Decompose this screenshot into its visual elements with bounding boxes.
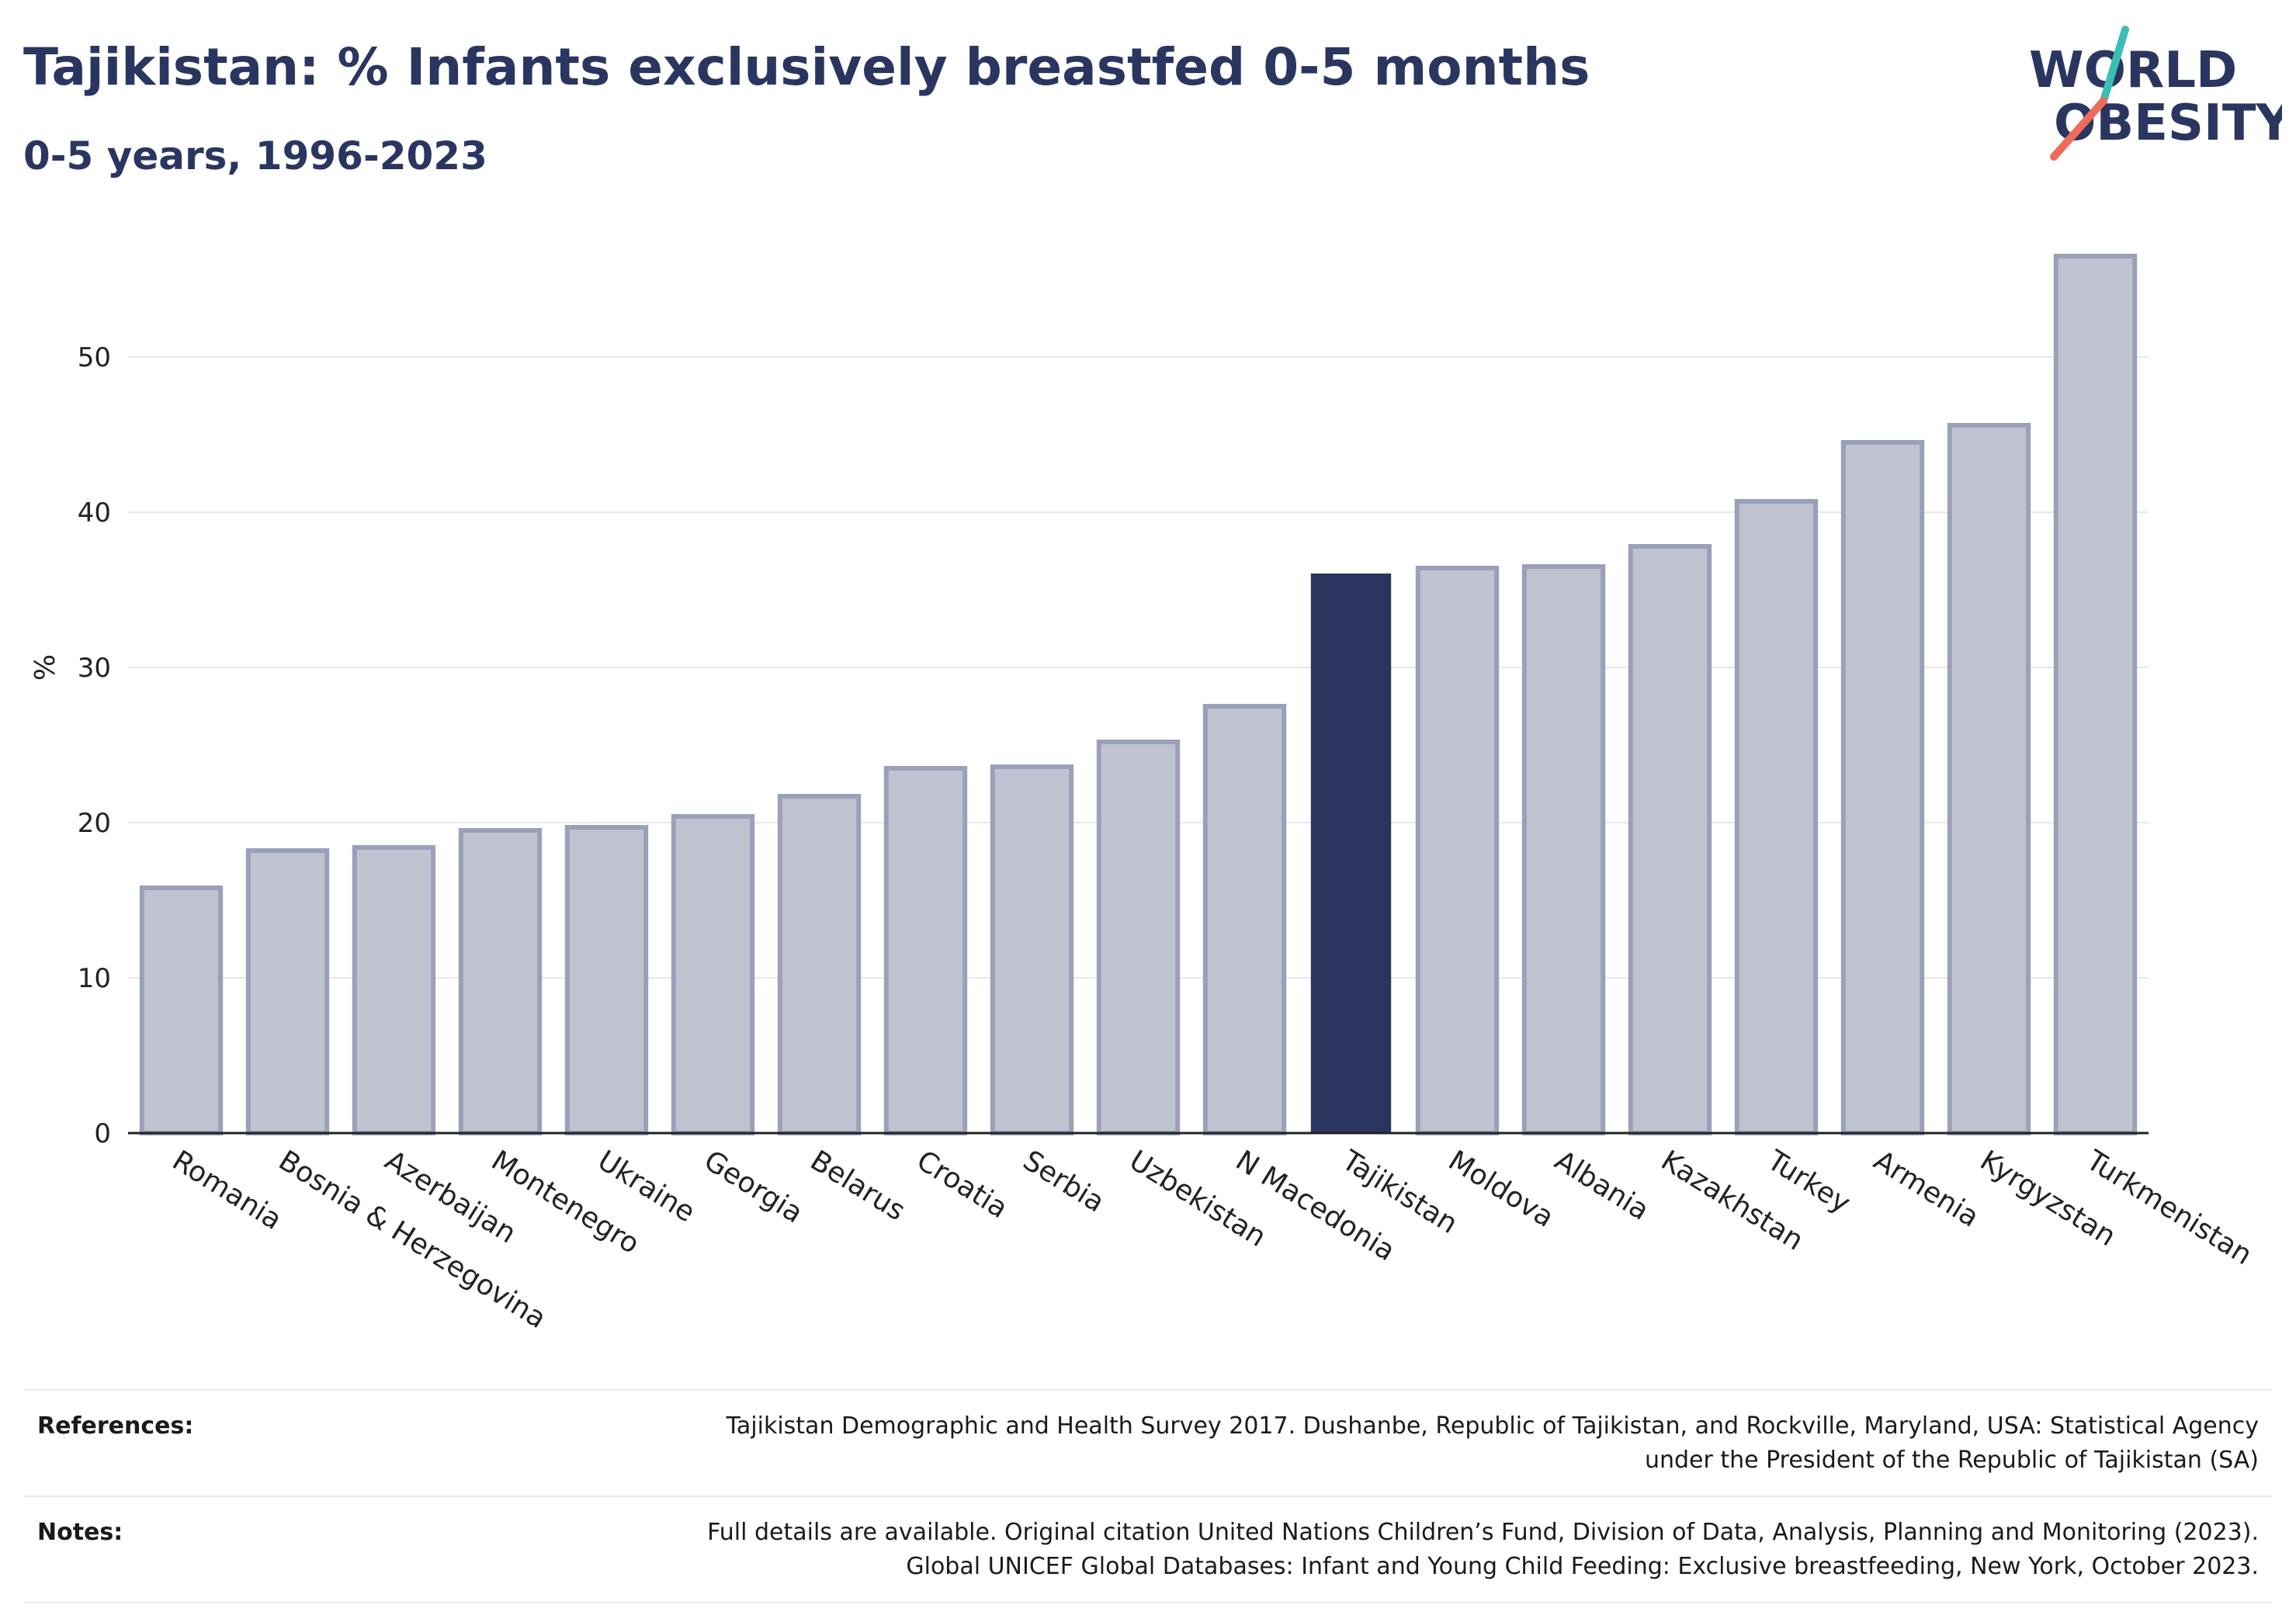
bar-ukraine: [564, 825, 649, 1135]
references-label: References:: [37, 1412, 194, 1440]
x-tick-label: Moldova: [1443, 1145, 1559, 1234]
bar-moldova: [1415, 566, 1500, 1135]
x-tick-label: Turkmenistan: [2080, 1144, 2257, 1271]
x-tick-label: Serbia: [1018, 1145, 1110, 1219]
notes-text-line1: Full details are available. Original cit…: [707, 1519, 2259, 1546]
x-tick-label: Albania: [1549, 1145, 1655, 1227]
notes-label: Notes:: [37, 1519, 123, 1546]
references-text-line2: under the President of the Republic of T…: [1644, 1446, 2259, 1474]
world-obesity-logo: WORLD OBESITY: [2029, 26, 2282, 161]
notes-row: Notes: Full details are available. Origi…: [23, 1496, 2273, 1603]
chart-title: Tajikistan: % Infants exclusively breast…: [23, 37, 1590, 97]
y-tick-label: 50: [78, 342, 111, 373]
y-tick-label: 40: [78, 497, 111, 529]
x-tick-label: Belarus: [805, 1145, 910, 1227]
notes-text-line2: Global UNICEF Global Databases: Infant a…: [906, 1552, 2259, 1580]
y-tick-label: 20: [78, 808, 111, 839]
logo-text-world: WORLD: [2029, 42, 2237, 99]
bar-montenegro: [458, 828, 543, 1135]
references-table: References: Tajikistan Demographic and H…: [23, 1389, 2273, 1603]
bar-belarus: [777, 794, 862, 1135]
y-tick-label: 10: [78, 963, 111, 994]
references-row: References: Tajikistan Demographic and H…: [23, 1390, 2273, 1496]
logo-slash-teal: [2100, 26, 2129, 105]
chart-subtitle: 0-5 years, 1996-2023: [23, 133, 487, 178]
x-tick-label: Georgia: [699, 1145, 808, 1230]
bar-bosnia-herzegovina: [245, 848, 330, 1135]
y-axis-label: %: [29, 654, 61, 681]
x-tick-label: Armenia: [1868, 1145, 1985, 1234]
x-tick-label: Romania: [167, 1145, 287, 1236]
references-text-line1: Tajikistan Demographic and Health Survey…: [726, 1412, 2259, 1440]
bar-azerbaijan: [352, 845, 436, 1135]
bar-uzbekistan: [1096, 740, 1181, 1135]
references-text: Tajikistan Demographic and Health Survey…: [377, 1390, 2273, 1496]
y-tick-label: 0: [94, 1118, 111, 1149]
bar-romania: [139, 886, 224, 1135]
bar-serbia: [990, 764, 1074, 1135]
bar-kazakhstan: [1628, 544, 1712, 1135]
bar-croatia: [883, 766, 968, 1135]
bar-armenia: [1840, 440, 1925, 1135]
bar-kyrgyzstan: [1947, 423, 2031, 1135]
bar-tajikistan: [1310, 574, 1392, 1134]
notes-text: Full details are available. Original cit…: [377, 1496, 2273, 1603]
y-tick-label: 30: [78, 653, 111, 684]
x-tick-label: Croatia: [911, 1145, 1013, 1225]
bar-n-macedonia: [1202, 704, 1287, 1135]
logo-slash-coral: [2050, 97, 2107, 161]
logo-text-obesity: OBESITY: [2054, 95, 2282, 152]
bar-georgia: [671, 814, 755, 1135]
bar-turkmenistan: [2053, 254, 2138, 1135]
bar-turkey: [1734, 499, 1819, 1135]
bar-albania: [1521, 564, 1606, 1135]
